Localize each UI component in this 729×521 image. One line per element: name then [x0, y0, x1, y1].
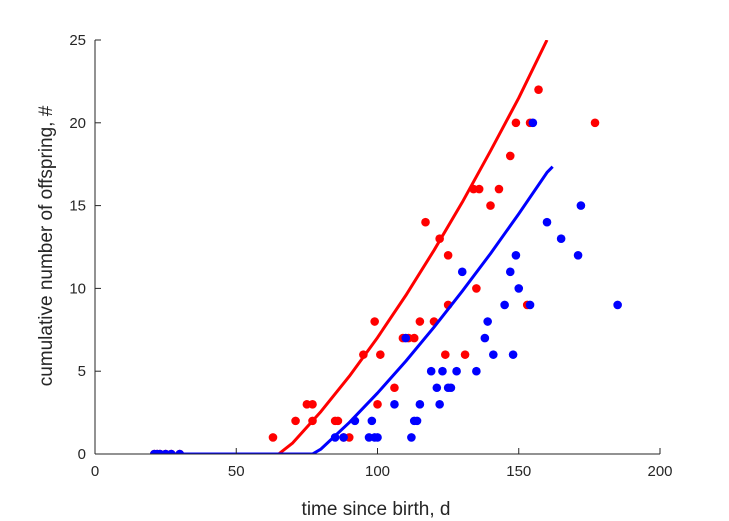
data-point: [415, 317, 425, 326]
data-point: [573, 250, 583, 260]
data-point: [483, 317, 492, 326]
data-point: [446, 383, 456, 393]
data-layer: [150, 40, 622, 454]
y-tick-label: 25: [69, 32, 86, 49]
data-point: [426, 366, 436, 376]
data-point: [457, 267, 467, 277]
data-point: [494, 184, 504, 194]
data-point: [268, 433, 278, 442]
data-point: [460, 350, 470, 359]
data-point: [514, 284, 524, 293]
data-point: [373, 433, 382, 442]
data-point: [505, 151, 515, 161]
data-point: [441, 350, 450, 359]
data-point: [370, 317, 379, 326]
y-tick-label: 10: [69, 280, 86, 297]
y-tick-label: 0: [78, 446, 86, 463]
data-point: [474, 184, 484, 194]
data-point: [367, 416, 377, 426]
axes: 0 50 100 150 200 0 5 10 15 20 25: [69, 32, 672, 480]
y-tick-label: 5: [78, 363, 86, 380]
x-tick-label: 100: [365, 463, 390, 480]
data-point: [291, 416, 300, 426]
data-point: [556, 234, 566, 244]
data-point: [339, 433, 348, 442]
data-point: [613, 300, 622, 310]
plot-area: [150, 40, 622, 454]
data-point: [505, 267, 515, 277]
x-tick-label: 200: [647, 463, 672, 480]
data-point: [542, 217, 552, 227]
x-tick-label: 50: [228, 463, 245, 480]
data-point: [409, 333, 419, 343]
data-point: [500, 300, 509, 310]
data-point: [443, 250, 453, 260]
data-point: [435, 400, 444, 409]
data-point: [486, 201, 495, 210]
data-point: [308, 400, 317, 409]
data-point: [472, 284, 481, 293]
data-point: [534, 85, 543, 94]
y-tick-label: 15: [69, 198, 86, 215]
data-point: [390, 383, 399, 393]
data-point: [511, 250, 521, 260]
data-point: [421, 217, 430, 227]
y-tick-label: 20: [69, 115, 86, 132]
fit-line: [151, 165, 554, 454]
data-point: [525, 300, 535, 310]
y-axis-label: cumulative number of offspring, #: [36, 105, 57, 386]
x-tick-label: 0: [91, 463, 99, 480]
data-point: [528, 118, 538, 128]
data-point: [376, 350, 385, 359]
series-2: [150, 118, 622, 454]
data-point: [511, 118, 521, 128]
data-point: [438, 366, 447, 376]
data-point: [576, 201, 586, 210]
data-point: [472, 366, 481, 376]
data-point: [390, 400, 399, 409]
fit-line: [151, 40, 549, 454]
data-point: [412, 416, 422, 426]
x-tick-label: 150: [506, 463, 531, 480]
data-point: [407, 433, 416, 442]
data-point: [432, 383, 442, 393]
data-point: [508, 350, 518, 359]
data-point: [489, 350, 498, 359]
data-point: [480, 333, 490, 343]
data-point: [373, 400, 382, 409]
data-point: [452, 366, 461, 376]
x-axis-label: time since birth, d: [302, 499, 451, 520]
data-point: [333, 416, 343, 426]
data-point: [590, 118, 600, 128]
data-point: [401, 333, 411, 343]
data-point: [415, 400, 425, 409]
